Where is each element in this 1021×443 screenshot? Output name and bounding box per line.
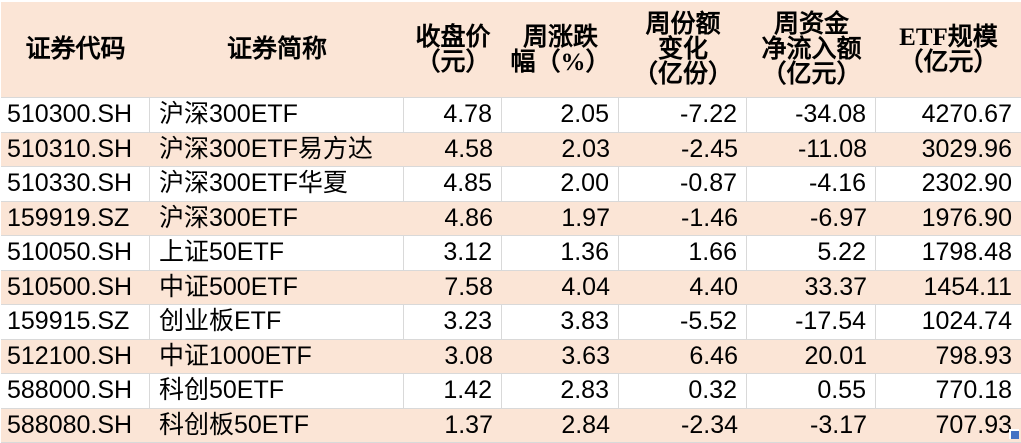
cell-name: 上证50ETF — [150, 236, 404, 270]
cell-weekly-change-pct: 4.04 — [561, 272, 610, 301]
cell-close-price: 1.42 — [404, 374, 502, 408]
cell-weekly-net-inflow: 33.37 — [804, 272, 867, 301]
cell-code: 588080.SH — [7, 410, 133, 439]
cell-weekly-net-inflow: -11.08 — [797, 134, 867, 163]
cell-close-price: 3.08 — [444, 341, 493, 370]
cell-weekly-net-inflow: -6.97 — [810, 203, 867, 232]
header-cell-name: 证券简称 — [226, 36, 327, 63]
excel-fill-handle[interactable] — [1009, 429, 1019, 439]
cell-close-price: 4.85 — [404, 167, 502, 201]
cell-weekly-change-pct: 1.97 — [561, 203, 610, 232]
cell-etf-scale: 1454.11 — [923, 272, 1012, 301]
cell-code: 510330.SH — [1, 167, 150, 201]
cell-weekly-share-change: -2.45 — [681, 134, 738, 163]
header-cell-close-price: 收盘价 （元） — [415, 23, 491, 76]
cell-code: 510310.SH — [7, 134, 133, 163]
cell-code: 510500.SH — [7, 272, 133, 301]
cell-weekly-net-inflow: 0.55 — [747, 374, 876, 408]
cell-name: 沪深300ETF — [150, 98, 404, 132]
table-row: 510500.SH 中证500ETF 7.58 4.04 4.40 33.37 1454.1… — [1, 270, 1021, 305]
cell-weekly-net-inflow: 20.01 — [804, 341, 867, 370]
table-row: 159919.SZ 沪深300ETF 4.86 1.97 -1.46 -6.97 1976.… — [1, 201, 1021, 236]
cell-close-price: 3.23 — [404, 305, 502, 339]
cell-etf-scale: 707.93 — [935, 410, 1012, 439]
cell-weekly-net-inflow: -17.54 — [747, 305, 876, 339]
cell-code: 512100.SH — [7, 341, 133, 370]
table-header-row: 证券代码 证券简称 收盘价 （元） 周涨跌 幅（%） 周份额 变化 （亿份） 周… — [1, 2, 1021, 98]
cell-etf-scale: 1798.48 — [921, 238, 1012, 267]
cell-weekly-share-change: 0.32 — [619, 374, 747, 408]
cell-weekly-share-change: 6.46 — [689, 341, 738, 370]
table-row: 512100.SH 中证1000ETF 3.08 3.63 6.46 20.01 798.9… — [1, 339, 1021, 374]
cell-weekly-change-pct: 2.00 — [502, 167, 619, 201]
cell-weekly-share-change: -7.22 — [619, 98, 747, 132]
cell-weekly-net-inflow: 5.22 — [747, 236, 876, 270]
cell-close-price: 1.37 — [444, 410, 493, 439]
header-cell-etf-scale: ETF规模 （亿元） — [898, 23, 999, 76]
cell-etf-scale: 4270.67 — [921, 100, 1012, 129]
cell-name: 创业板ETF — [150, 305, 404, 339]
table-row: 588000.SH 科创50ETF 1.42 2.83 0.32 0.55 770.18 — [1, 374, 1021, 409]
cell-name: 科创50ETF — [150, 374, 404, 408]
cell-weekly-share-change: -1.46 — [681, 203, 738, 232]
cell-code: 510300.SH — [1, 98, 150, 132]
cell-weekly-change-pct: 3.63 — [561, 341, 610, 370]
cell-etf-scale: 1976.90 — [921, 203, 1012, 232]
header-cell-weekly-net-inflow: 周资金 净流入额 （亿元） — [761, 11, 862, 88]
cell-name: 沪深300ETF易方达 — [159, 134, 373, 163]
header-cell-weekly-share-change: 周份额 变化 （亿份） — [632, 11, 733, 88]
cell-weekly-net-inflow: -34.08 — [747, 98, 876, 132]
header-cell-weekly-change-pct: 周涨跌 幅（%） — [510, 23, 611, 76]
table-row: 510300.SH 沪深300ETF 4.78 2.05 -7.22 -34.08 4270… — [1, 98, 1021, 133]
cell-weekly-share-change: -2.34 — [681, 410, 738, 439]
cell-etf-scale: 770.18 — [935, 376, 1012, 405]
table-row: 588080.SH 科创板50ETF 1.37 2.84 -2.34 -3.17 707.9… — [1, 408, 1021, 443]
cell-weekly-change-pct: 3.83 — [502, 305, 619, 339]
cell-close-price: 4.86 — [444, 203, 493, 232]
cell-code: 510050.SH — [1, 236, 150, 270]
cell-etf-scale: 798.93 — [935, 341, 1012, 370]
cell-weekly-change-pct: 2.83 — [502, 374, 619, 408]
cell-etf-scale: 2302.90 — [921, 169, 1012, 198]
cell-name: 沪深300ETF华夏 — [150, 167, 404, 201]
cell-weekly-share-change: -0.87 — [619, 167, 747, 201]
cell-name: 沪深300ETF — [159, 203, 298, 232]
table-row: 159915.SZ 创业板ETF 3.23 3.83 -5.52 -17.54 1024.7… — [1, 305, 1021, 340]
cell-weekly-net-inflow: -4.16 — [747, 167, 876, 201]
cell-close-price: 4.58 — [444, 134, 493, 163]
table-row: 510310.SH 沪深300ETF易方达 4.58 2.03 -2.45 -11.08 3… — [1, 132, 1021, 167]
table-row: 510050.SH 上证50ETF 3.12 1.36 1.66 5.22 1798.48 — [1, 236, 1021, 271]
cell-close-price: 7.58 — [444, 272, 493, 301]
cell-close-price: 4.78 — [404, 98, 502, 132]
table-body: 510300.SH 沪深300ETF 4.78 2.05 -7.22 -34.08 4270… — [1, 98, 1021, 443]
cell-code: 588000.SH — [1, 374, 150, 408]
cell-close-price: 3.12 — [404, 236, 502, 270]
header-cell-code: 证券代码 — [25, 36, 126, 63]
table-row: 510330.SH 沪深300ETF华夏 4.85 2.00 -0.87 -4.16 230… — [1, 167, 1021, 202]
cell-weekly-change-pct: 1.36 — [502, 236, 619, 270]
cell-code: 159919.SZ — [7, 203, 130, 232]
cell-name: 中证1000ETF — [159, 341, 312, 370]
cell-weekly-share-change: -5.52 — [619, 305, 747, 339]
cell-weekly-net-inflow: -3.17 — [810, 410, 867, 439]
cell-weekly-change-pct: 2.03 — [561, 134, 610, 163]
cell-weekly-share-change: 1.66 — [619, 236, 747, 270]
cell-etf-scale: 1024.74 — [921, 307, 1012, 336]
cell-name: 科创板50ETF — [159, 410, 310, 439]
cell-code: 159915.SZ — [1, 305, 150, 339]
cell-name: 中证500ETF — [159, 272, 298, 301]
cell-weekly-change-pct: 2.05 — [502, 98, 619, 132]
cell-weekly-change-pct: 2.84 — [561, 410, 610, 439]
cell-etf-scale: 3029.96 — [921, 134, 1012, 163]
cell-weekly-share-change: 4.40 — [689, 272, 738, 301]
